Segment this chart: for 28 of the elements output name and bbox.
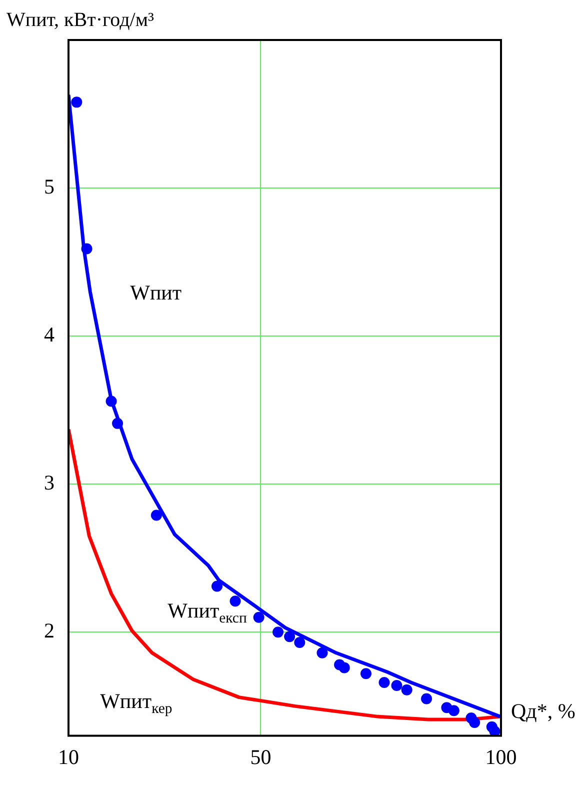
x-tick-label: 10 [58,744,79,769]
y-tick-label: 3 [44,470,54,495]
point [294,637,306,648]
point [253,612,264,623]
point [360,668,372,680]
x-tick-label: 100 [485,744,517,769]
series-label: Wпит [130,280,182,305]
point [338,662,350,674]
point [284,631,296,642]
point [391,680,402,691]
point [316,647,328,658]
point [71,96,82,108]
point [489,726,500,736]
point [469,716,480,728]
point [448,705,460,716]
x-tick-label: 50 [250,744,272,769]
point [401,684,412,696]
y-tick-label: 5 [44,174,54,199]
y-tick-label: 2 [44,618,54,643]
y-axis-title: Wпит, кВт·год/м³ [6,9,154,31]
point [378,677,390,688]
y-tick-label: 4 [44,322,55,347]
point [421,693,432,704]
point [211,580,222,592]
point [150,510,162,521]
point [230,596,241,607]
point [272,626,284,638]
x-axis-title: Qд*, % [511,698,576,723]
